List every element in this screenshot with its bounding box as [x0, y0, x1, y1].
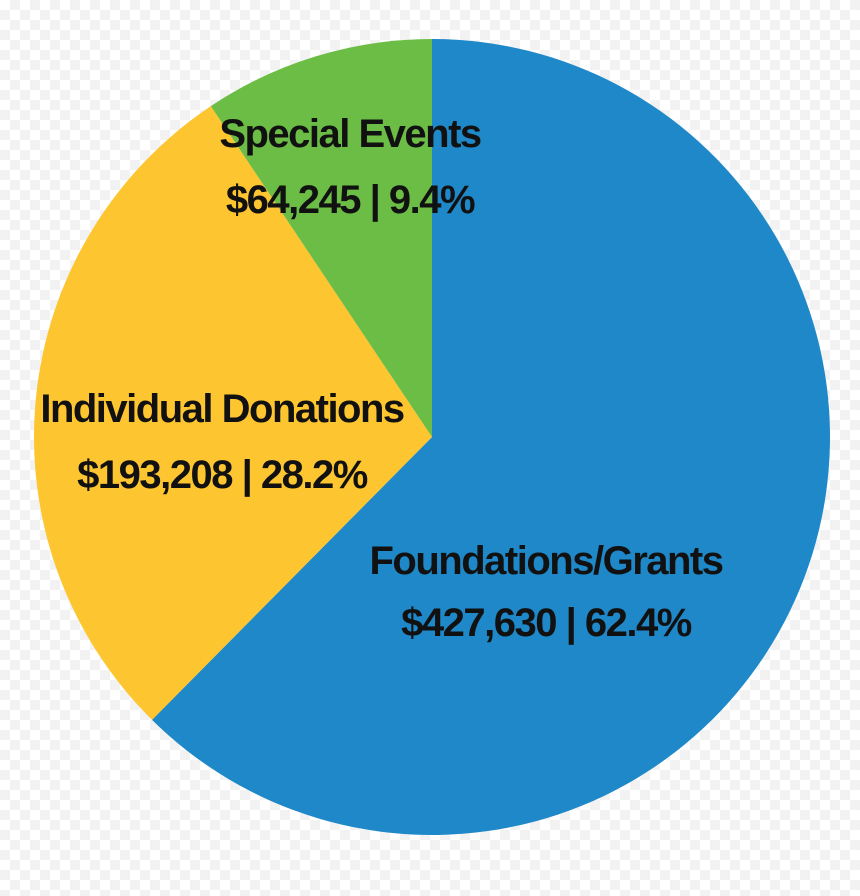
slice-value-label-special-events: $64,245 | 9.4% — [226, 178, 475, 222]
slice-value-label-foundations-grants: $427,630 | 62.4% — [401, 601, 692, 645]
slice-value-label-individual-donations: $193,208 | 28.2% — [77, 453, 368, 497]
pie-labels: Foundations/Grants $427,630 | 62.4% Indivi… — [40, 112, 724, 645]
slice-individual-donations — [33, 106, 433, 720]
pie-slices — [33, 39, 830, 835]
slice-special-events — [210, 39, 432, 437]
slice-label-foundations-grants: Foundations/Grants — [370, 539, 723, 583]
slice-foundations-grants — [151, 39, 830, 835]
slice-label-special-events: Special Events — [219, 112, 481, 156]
slice-label-individual-donations: Individual Donations — [40, 387, 404, 431]
